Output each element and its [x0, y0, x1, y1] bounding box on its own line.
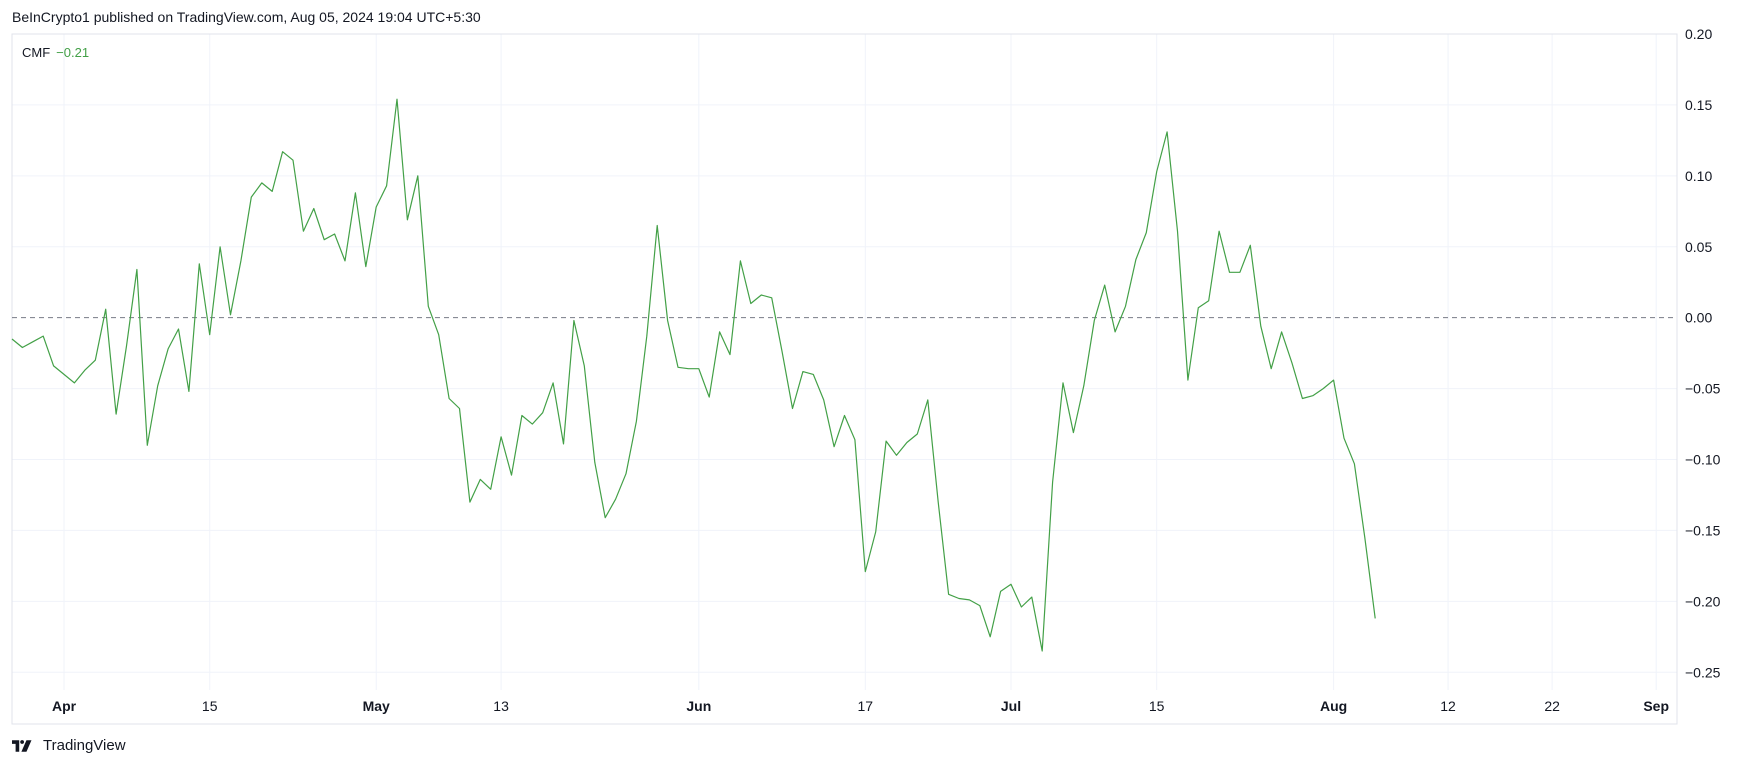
cmf-series-line	[11, 98, 1376, 652]
y-tick-label: −0.15	[1685, 522, 1721, 538]
publication-header: BeInCrypto1 published on TradingView.com…	[12, 9, 481, 25]
y-tick-label: −0.25	[1685, 664, 1721, 680]
x-tick-label: Jun	[686, 698, 711, 714]
y-tick-label: 0.20	[1685, 26, 1712, 42]
x-tick-label: Apr	[52, 698, 77, 714]
y-tick-label: −0.10	[1685, 452, 1721, 468]
x-tick-label: 12	[1440, 698, 1456, 714]
y-tick-label: −0.20	[1685, 593, 1721, 609]
cmf-points	[12, 99, 1375, 651]
x-tick-label: 15	[1149, 698, 1165, 714]
y-axis: 0.20 0.15 0.10 0.05 0.00 −0.05 −0.10 −0.15 −0.20…	[1685, 26, 1721, 680]
indicator-name: CMF	[22, 45, 51, 60]
x-tick-label: 17	[858, 698, 874, 714]
y-tick-label: 0.00	[1685, 310, 1712, 326]
x-tick-label: 15	[202, 698, 218, 714]
plot-frame	[11, 33, 1678, 725]
tradingview-footer[interactable]: TradingView	[12, 737, 126, 754]
chart-grid	[12, 33, 1677, 690]
x-tick-label: 22	[1544, 698, 1560, 714]
x-tick-label: Aug	[1320, 698, 1347, 714]
x-tick-label: Jul	[1001, 698, 1021, 714]
x-tick-label: 13	[493, 698, 509, 714]
indicator-value: −0.21	[56, 45, 90, 60]
x-tick-label: May	[363, 698, 390, 714]
y-tick-label: 0.10	[1685, 168, 1712, 184]
tradingview-logo-icon	[12, 739, 32, 752]
y-tick-label: −0.05	[1685, 381, 1721, 397]
indicator-legend: CMF −0.21	[22, 45, 89, 60]
y-tick-label: 0.05	[1685, 239, 1712, 255]
x-tick-label: Sep	[1643, 698, 1669, 714]
x-axis: Apr 15 May 13 Jun 17 Jul 15 Aug 12 22 Sep	[52, 698, 1669, 714]
tradingview-brand: TradingView	[43, 737, 126, 754]
y-tick-label: 0.15	[1685, 97, 1712, 113]
